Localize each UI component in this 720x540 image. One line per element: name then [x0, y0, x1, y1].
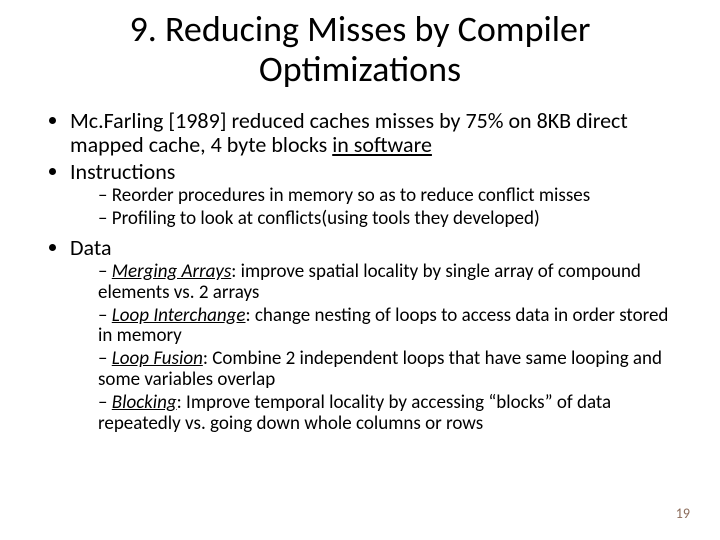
sub-loop-interchange: Loop Interchange: change nesting of loop…: [98, 306, 680, 348]
bullet-instructions: Instructions Reorder procedures in memor…: [70, 160, 680, 230]
bullet-instructions-text: Instructions: [70, 158, 175, 185]
sub-blocking: Blocking: Improve temporal locality by a…: [98, 393, 680, 435]
slide-title: 9. Reducing Misses by Compiler Optimizat…: [40, 10, 680, 89]
term-loop-fusion: Loop Fusion: [112, 347, 203, 370]
bullet-mcfarling-underline: in software: [332, 131, 432, 158]
bullet-data: Data Merging Arrays: improve spatial loc…: [70, 236, 680, 435]
term-blocking: Blocking: [112, 391, 177, 414]
term-merging-arrays: Merging Arrays: [112, 260, 231, 283]
slide: 9. Reducing Misses by Compiler Optimizat…: [0, 0, 720, 540]
bullet-list: Mc.Farling [1989] reduced caches misses …: [40, 109, 680, 435]
sub-merging-arrays: Merging Arrays: improve spatial locality…: [98, 262, 680, 304]
bullet-mcfarling: Mc.Farling [1989] reduced caches misses …: [70, 109, 680, 157]
instructions-sublist: Reorder procedures in memory so as to re…: [70, 186, 680, 230]
sub-loop-fusion: Loop Fusion: Combine 2 independent loops…: [98, 349, 680, 391]
data-sublist: Merging Arrays: improve spatial locality…: [70, 262, 680, 435]
term-loop-interchange: Loop Interchange: [112, 304, 246, 327]
sub-reorder: Reorder procedures in memory so as to re…: [98, 186, 680, 207]
page-number: 19: [676, 505, 690, 522]
bullet-data-text: Data: [70, 234, 112, 261]
sub-profiling: Profiling to look at conflicts(using too…: [98, 209, 680, 230]
